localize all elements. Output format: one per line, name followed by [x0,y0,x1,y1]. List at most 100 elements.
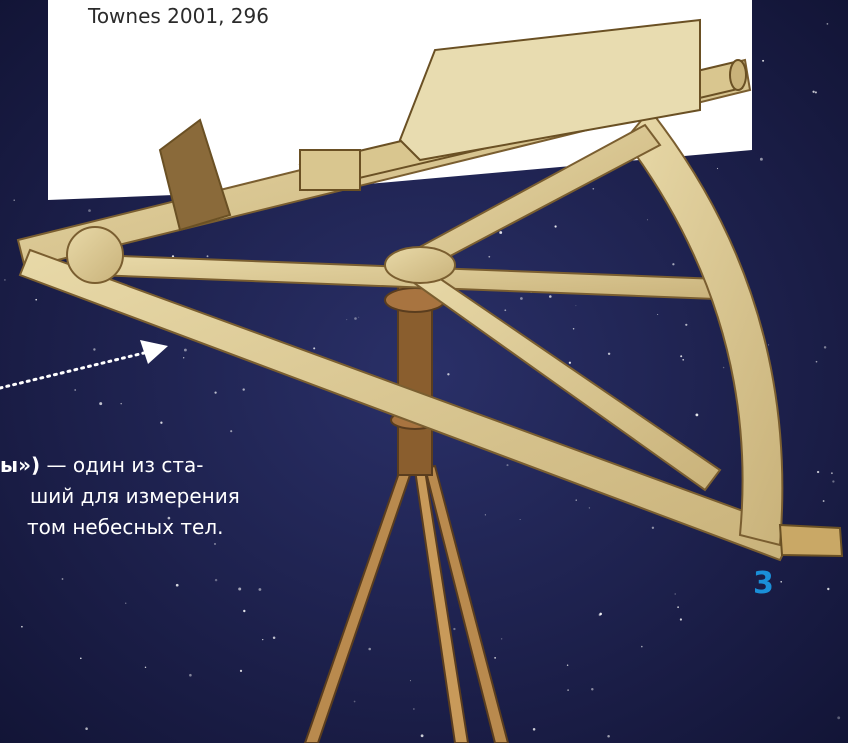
star [812,91,814,93]
star [832,480,834,482]
caption-bold: ы») [0,453,40,477]
star [675,593,676,594]
star [817,471,819,473]
star [555,225,557,227]
star [413,708,414,709]
star [672,263,674,265]
star [62,578,64,580]
star [259,588,262,591]
star [243,388,245,390]
illustration [0,0,848,743]
star [533,728,536,731]
star [677,606,679,608]
caption-line: ы») — один из ста- [0,450,240,481]
star [189,674,192,677]
star [13,200,14,201]
star [215,579,217,581]
star [827,588,829,590]
page: Townes 2001, 296 ы») — один из ста- ший … [0,0,848,743]
star [647,219,648,220]
star [238,588,241,591]
star [576,500,577,501]
star [120,403,122,405]
star [768,344,769,345]
star [506,464,508,466]
star [641,646,643,648]
star [214,391,216,393]
star [125,603,126,604]
star [488,256,490,258]
star [4,279,6,281]
star [243,610,245,612]
star [762,60,764,62]
star [717,168,718,169]
star [837,716,840,719]
star [520,297,523,300]
star [827,23,829,25]
star [262,639,263,640]
star [453,628,455,630]
caption: ы») — один из ста- ший для измерения том… [0,450,240,543]
star [504,309,506,311]
star [607,735,610,738]
caption-text: ший для измерения [30,484,240,508]
star [35,299,37,301]
star [589,507,590,508]
star [657,314,658,315]
star [760,158,763,161]
star [88,209,91,212]
star [346,319,347,320]
star [567,664,568,665]
star [652,527,654,529]
star [354,317,357,320]
star [573,328,575,330]
star [569,362,571,364]
star [824,346,826,348]
star [567,689,569,691]
star [368,648,371,651]
star [485,514,486,515]
star [273,636,276,639]
star [447,373,449,375]
star [313,347,315,349]
star [592,188,594,190]
star [421,734,424,737]
star [815,91,817,93]
caption-line: том небесных тел. [0,512,240,543]
star [695,413,698,416]
star [680,618,682,620]
star [99,402,102,405]
star [160,422,162,424]
star [80,658,82,660]
star [358,317,359,318]
star [214,543,215,544]
star [823,500,825,502]
star [354,701,356,703]
star [608,353,610,355]
star [494,657,496,659]
star [575,305,576,306]
page-number: 3 [753,566,774,601]
caption-line: ший для измерения [0,481,240,512]
source-citation: Townes 2001, 296 [88,4,269,28]
star [549,295,552,298]
star [93,348,95,350]
star [410,680,411,681]
star [816,361,818,363]
star [74,389,76,391]
star [831,472,833,474]
star [685,324,687,326]
star [183,357,184,358]
star [599,613,602,616]
star [176,584,179,587]
star [230,430,232,432]
star [780,581,782,583]
star [499,231,502,234]
star [723,367,725,369]
star [184,349,187,352]
star [591,688,593,690]
star [680,355,682,357]
star [85,727,88,730]
star [240,670,242,672]
caption-text: — один из ста- [40,453,203,477]
